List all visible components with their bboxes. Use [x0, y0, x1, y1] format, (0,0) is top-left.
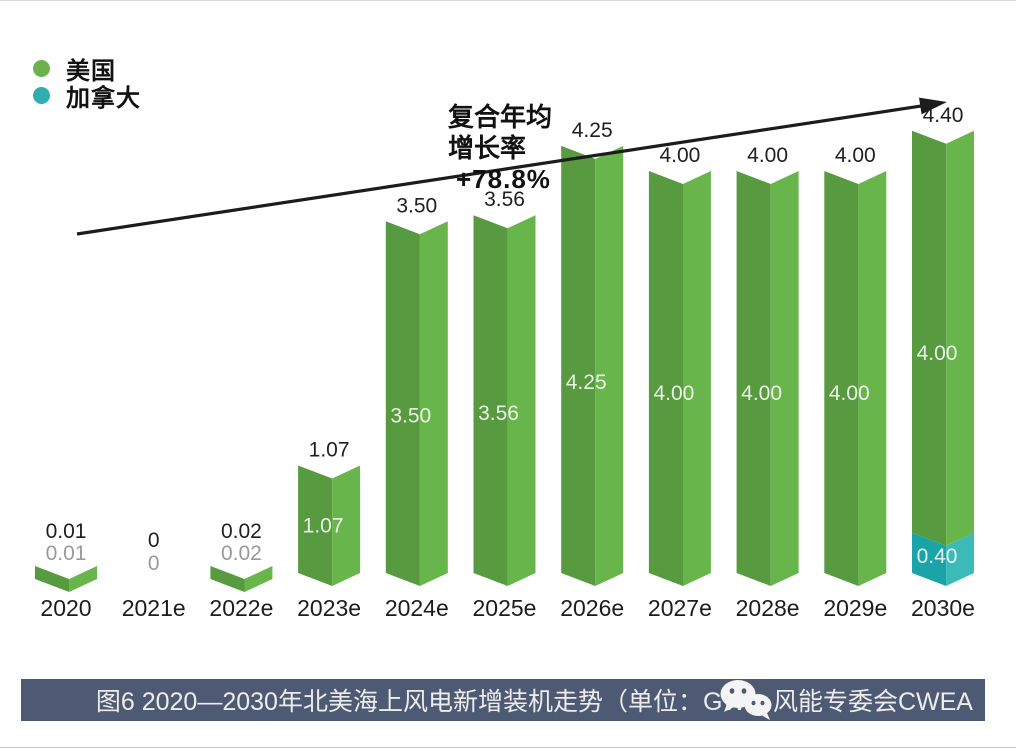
axis-label-2028e: 2028e	[736, 595, 800, 621]
cagr-annotation-line2: 增长率	[448, 133, 527, 163]
bar-chart: 0.010.012020002021e0.020.022022e1.071.07…	[35, 97, 975, 621]
bar-group-2024e: 3.50 3.50	[385, 194, 448, 586]
bar-2022e-right-face	[244, 566, 273, 592]
axis-label-2025e: 2025e	[473, 595, 537, 621]
axis-label-2029e: 2029e	[823, 595, 887, 621]
cagr-value: +78.8%	[456, 164, 551, 194]
bar-total-label-2026e: 4.25	[572, 119, 613, 142]
bar-inside-label-2028e-美国: 4.00	[741, 382, 782, 405]
bar-2028e-美国-right-face	[770, 171, 799, 586]
bar-2023e-美国-right-face	[332, 465, 361, 586]
bar-group-2029e: 4.00 4.00	[824, 144, 887, 586]
bar-inside-label-2030e-加拿大: 0.40	[917, 545, 958, 568]
bar-group-2026e: 4.25 4.25	[561, 119, 624, 586]
bar-inside-label-2027e-美国: 4.00	[653, 382, 694, 405]
bar-total-label-2030e: 4.40	[923, 104, 964, 127]
bar-group-2027e: 4.00 4.00	[648, 144, 711, 586]
axis-label-2020: 2020	[40, 595, 91, 621]
bar-2027e-美国-right-face	[683, 171, 711, 586]
bar-2029e-美国-right-face	[858, 171, 887, 586]
caption-text: 图6 2020—2030年北美海上风电新增装机走势（单位：GW）	[95, 688, 771, 716]
bar-2023e-美国-left-face	[298, 465, 333, 586]
watermark-text: 风能专委会CWEA	[772, 688, 973, 716]
axis-label-2024e: 2024e	[385, 595, 449, 621]
caption-bar: 图6 2020—2030年北美海上风电新增装机走势（单位：GW） 风能专委会CW…	[21, 679, 985, 721]
bar-sub-label-2020: 0.01	[46, 542, 87, 565]
bar-group-2021e: 00	[148, 529, 160, 575]
bar-2026e-美国-right-face	[595, 145, 624, 586]
legend: 美国 加拿大	[33, 55, 141, 112]
bar-2030e-加拿大-left-face	[912, 532, 947, 586]
usa-color-dot-icon	[33, 60, 50, 77]
axis-label-2022e: 2022e	[209, 595, 273, 621]
bar-2030e-加拿大-right-face	[946, 532, 974, 586]
bar-2025e-美国-left-face	[473, 215, 508, 586]
bar-group-2023e: 1.07 1.07	[298, 438, 361, 586]
bar-2022e-left-face	[210, 566, 245, 592]
legend-label-canada: 加拿大	[66, 85, 141, 112]
bar-group-2030e: 0.40 4.00 4.40	[912, 104, 974, 586]
canada-color-dot-icon	[33, 87, 50, 104]
bar-inside-label-2029e-美国: 4.00	[829, 382, 870, 405]
bar-2029e-美国-left-face	[824, 171, 859, 586]
bar-group-2025e: 3.56 3.56	[473, 188, 536, 586]
legend-label-usa: 美国	[66, 58, 116, 85]
bar-total-label-2027e: 4.00	[659, 144, 700, 167]
axis-label-2023e: 2023e	[297, 595, 361, 621]
bar-2024e-美国-left-face	[385, 221, 420, 586]
bar-total-label-2022e: 0.02	[221, 520, 262, 543]
bar-sub-label-2022e: 0.02	[221, 542, 262, 565]
bar-total-label-2023e: 1.07	[309, 438, 350, 461]
axis-label-2027e: 2027e	[648, 595, 712, 621]
bar-total-label-2028e: 4.00	[747, 144, 788, 167]
bar-total-label-2025e: 3.56	[484, 188, 525, 211]
cagr-annotation-line1: 复合年均	[448, 102, 553, 132]
bar-inside-label-2030e-美国: 4.00	[917, 342, 958, 365]
bar-total-label-2029e: 4.00	[835, 144, 876, 167]
bar-group-2028e: 4.00 4.00	[736, 144, 799, 586]
trend-arrow-line	[76, 104, 925, 236]
wechat-icon	[717, 678, 775, 722]
axis-label-2021e: 2021e	[122, 595, 186, 621]
bar-2027e-美国-left-face	[648, 171, 683, 586]
bar-2025e-美国-right-face	[507, 215, 536, 586]
bar-inside-label-2026e-美国: 4.25	[566, 371, 607, 394]
axis-label-2026e: 2026e	[560, 595, 624, 621]
bar-2024e-美国-right-face	[419, 221, 448, 586]
bar-2028e-美国-left-face	[736, 171, 771, 586]
bar-2026e-美国-left-face	[561, 145, 596, 586]
bar-inside-label-2024e-美国: 3.50	[390, 405, 431, 428]
bar-total-label-2020: 0.01	[46, 520, 87, 543]
bar-total-label-2021e: 0	[148, 529, 160, 552]
cagr-annotation: 复合年均 增长率 +78.8%	[448, 102, 552, 195]
bar-group-2022e: 0.020.02	[210, 520, 273, 592]
bar-inside-label-2023e-美国: 1.07	[303, 515, 344, 538]
bar-inside-label-2025e-美国: 3.56	[478, 402, 519, 425]
trend-arrow-head-icon	[919, 97, 947, 115]
bar-group-2020: 0.010.01	[35, 520, 97, 592]
bar-2030e-美国-left-face	[912, 130, 947, 546]
bar-2020-left-face	[35, 566, 70, 592]
legend-item-canada: 加拿大	[33, 82, 141, 112]
axis-label-2030e: 2030e	[911, 595, 975, 621]
bar-sub-label-2021e: 0	[148, 552, 160, 575]
bar-2030e-美国-right-face	[946, 130, 974, 546]
bar-2020-right-face	[69, 566, 97, 592]
bar-total-label-2024e: 3.50	[396, 194, 437, 217]
legend-item-usa: 美国	[33, 55, 141, 85]
